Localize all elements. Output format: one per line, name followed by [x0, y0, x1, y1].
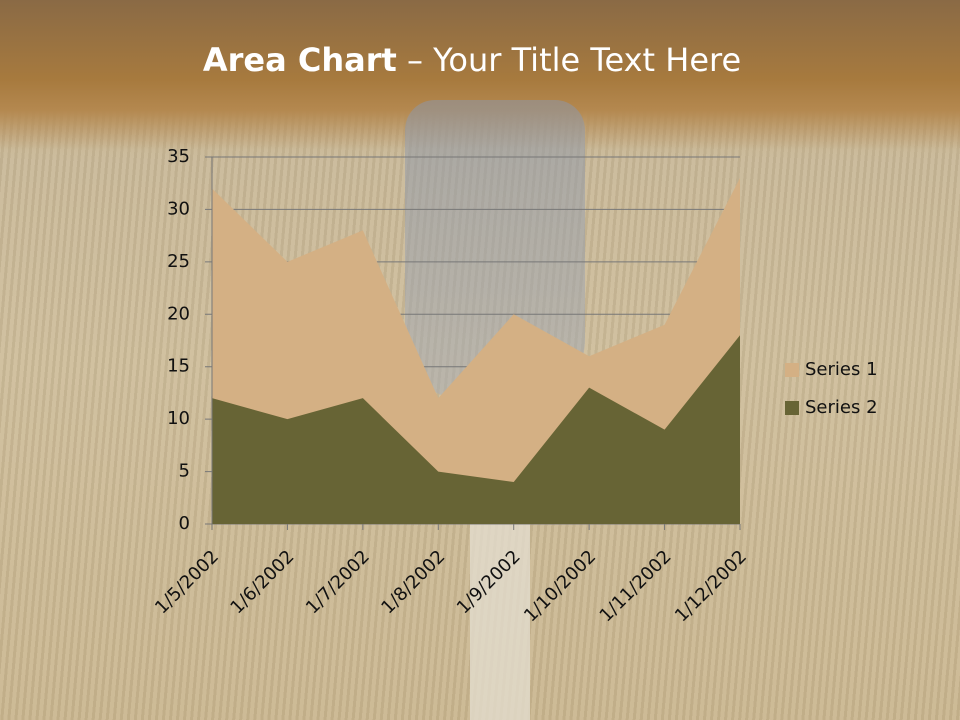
y-tick-label: 25: [167, 251, 190, 272]
legend-swatch: [785, 363, 799, 377]
legend-swatch: [785, 401, 799, 415]
title-bold: Area Chart: [203, 41, 397, 79]
x-tick-label: 1/9/2002: [453, 546, 525, 618]
y-tick-label: 0: [179, 513, 190, 534]
x-tick-label: 1/6/2002: [226, 546, 298, 618]
x-tick-label: 1/5/2002: [151, 546, 223, 618]
x-tick-label: 1/7/2002: [302, 546, 374, 618]
slide-title: Area Chart – Your Title Text Here: [203, 41, 741, 79]
y-tick-label: 30: [167, 198, 190, 219]
y-tick-label: 20: [167, 303, 190, 324]
title-rest: – Your Title Text Here: [407, 41, 741, 79]
x-tick-label: 1/11/2002: [596, 546, 676, 626]
y-tick-label: 5: [179, 461, 190, 482]
x-tick-label: 1/10/2002: [520, 546, 600, 626]
legend-label: Series 1: [805, 359, 878, 380]
y-tick-label: 15: [167, 356, 190, 377]
legend-label: Series 2: [805, 397, 878, 418]
y-tick-label: 35: [167, 146, 190, 167]
x-tick-label: 1/12/2002: [671, 546, 751, 626]
y-tick-label: 10: [167, 408, 190, 429]
x-tick-label: 1/8/2002: [377, 546, 449, 618]
area: [212, 335, 740, 524]
background-rail: [470, 520, 530, 720]
